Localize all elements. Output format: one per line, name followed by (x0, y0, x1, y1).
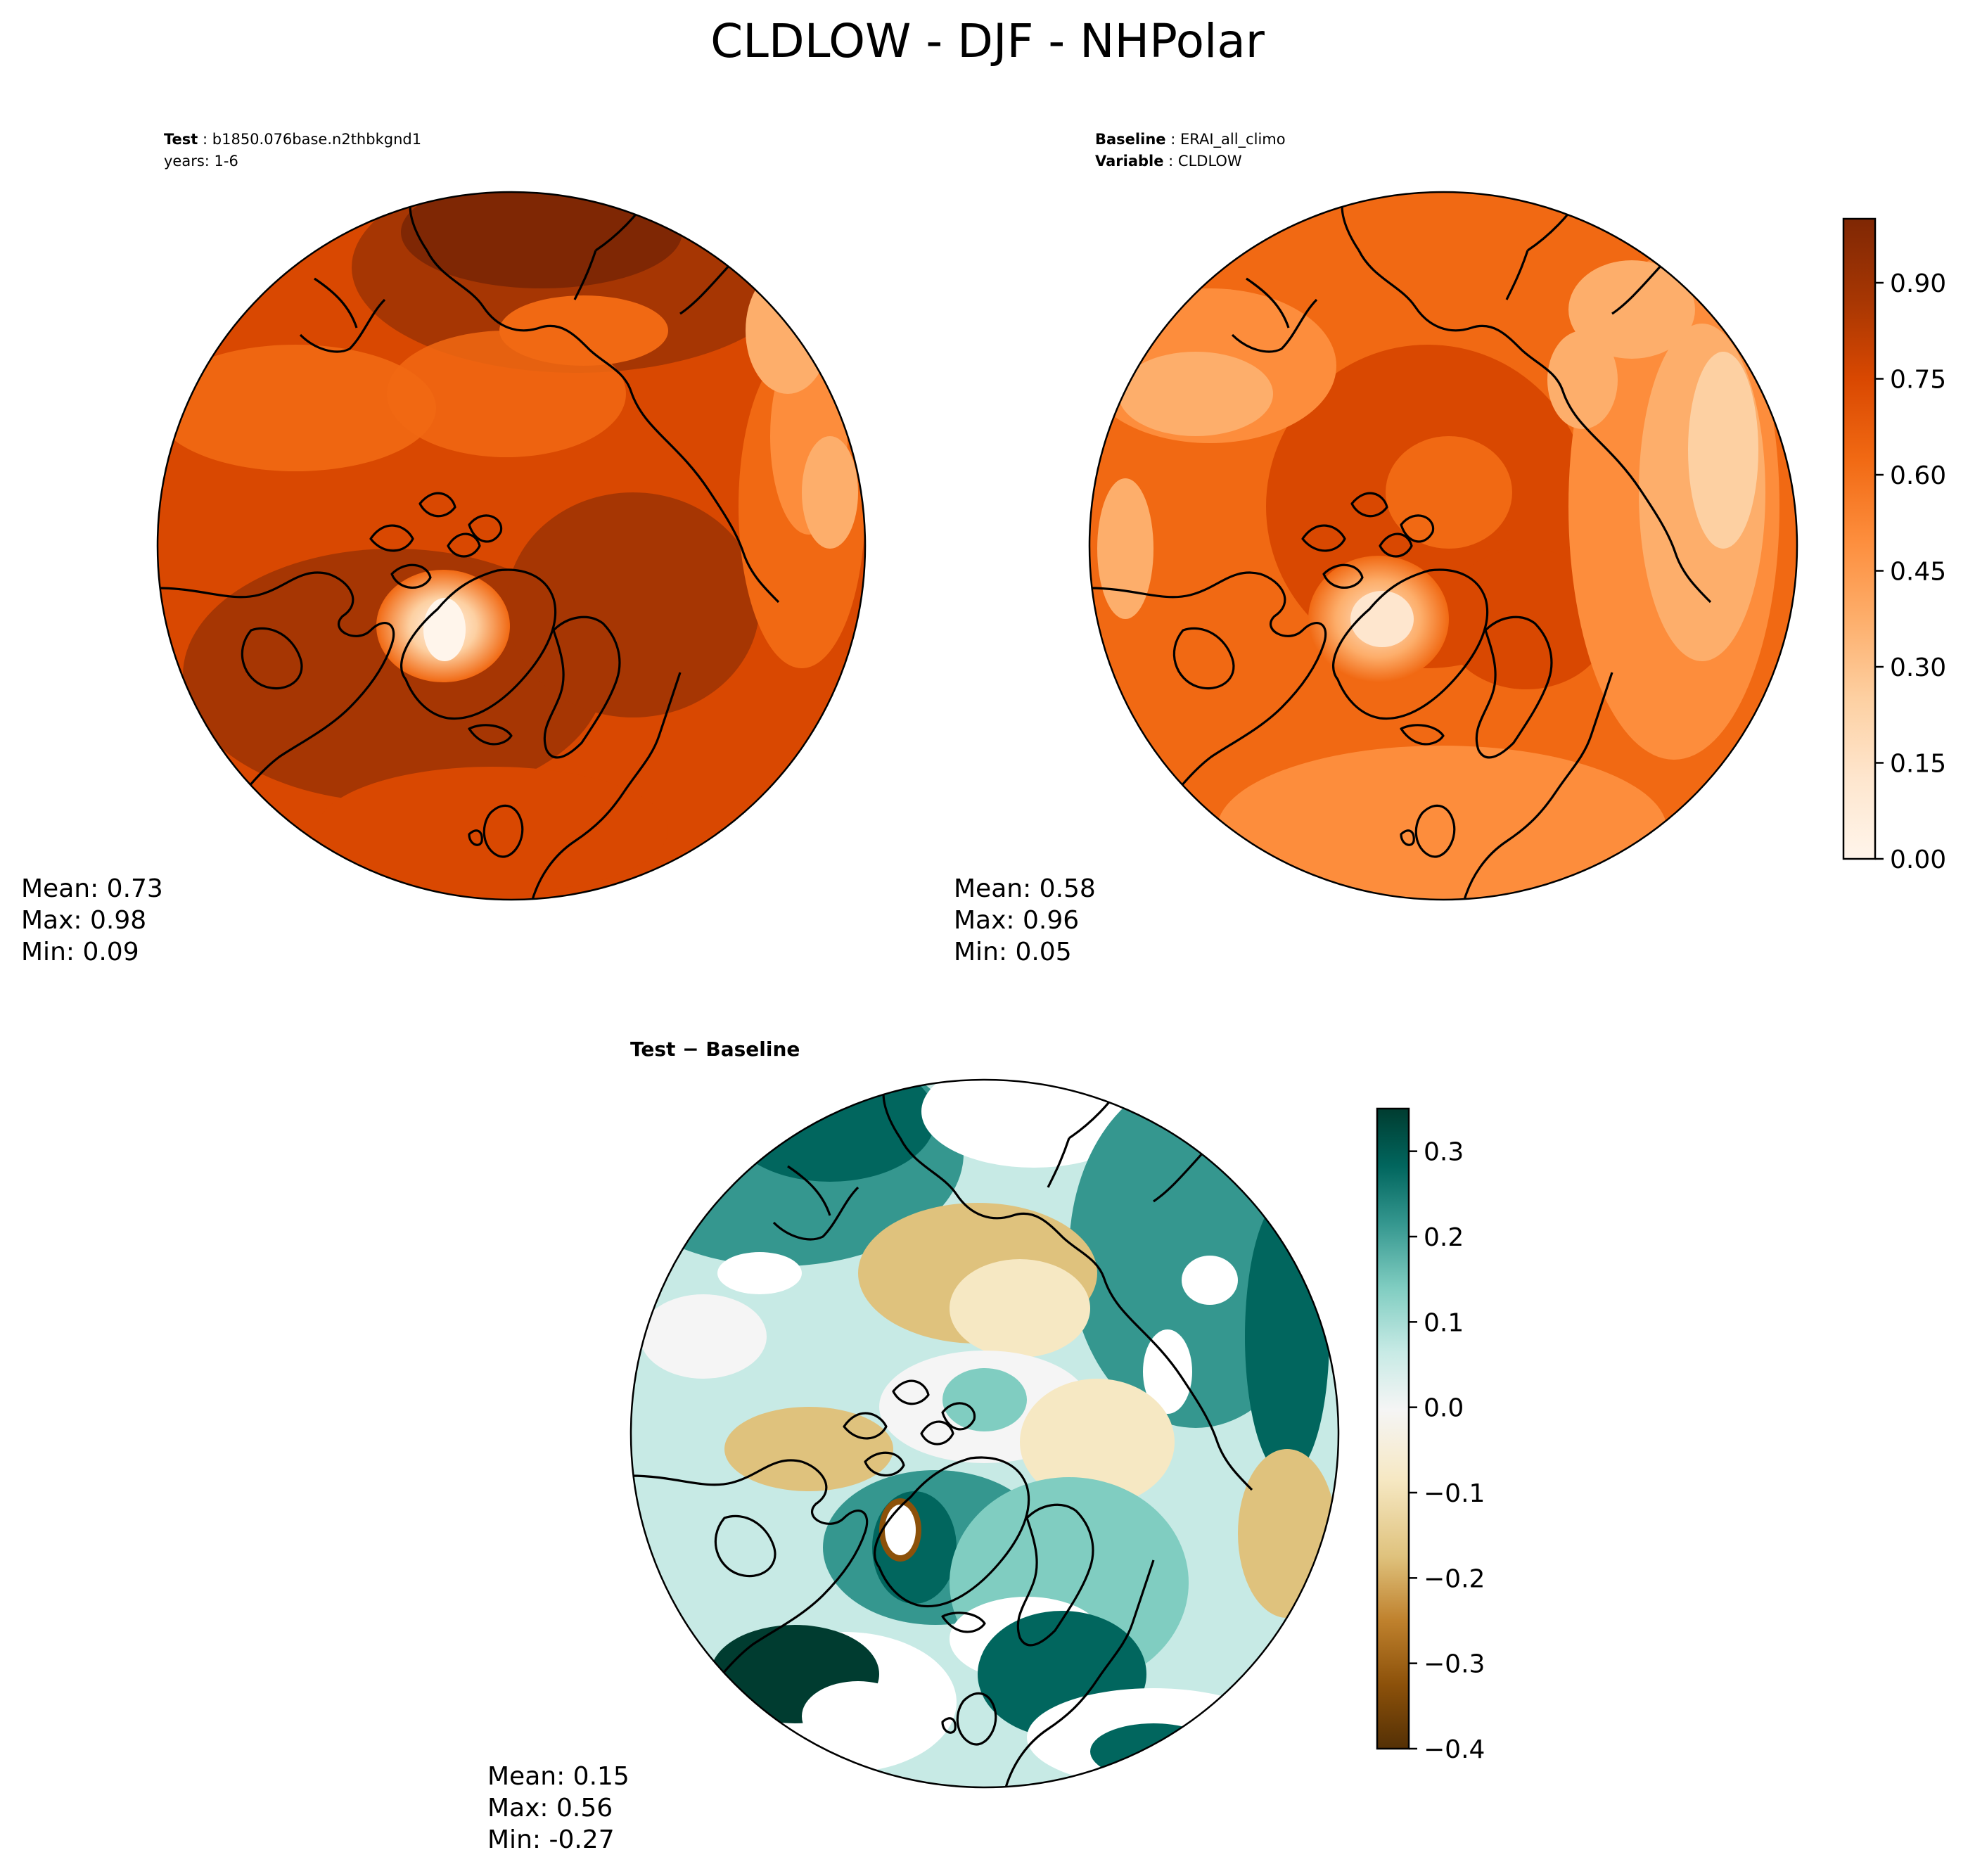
diff-colorbar: −0.4 −0.3 −0.2 −0.1 0.0 0.1 0.2 0.3 (1376, 1107, 1485, 1764)
test-min: Min: 0.09 (21, 938, 139, 966)
baseline-map (1089, 192, 1797, 900)
diff-label: Test − Baseline (630, 1038, 800, 1061)
main-colorbar-tick-label: 0.45 (1890, 558, 1946, 587)
diff-colorbar-bar (1376, 1107, 1410, 1750)
baseline-variable-value: CLDLOW (1178, 153, 1242, 170)
main-colorbar-tick-label: 0.30 (1890, 653, 1946, 682)
main-colorbar-tick-label: 0.90 (1890, 269, 1946, 298)
diff-colorbar-tick-label: −0.2 (1424, 1564, 1485, 1593)
test-mean: Mean: 0.73 (21, 874, 163, 903)
diff-colorbar-ticks: −0.4 −0.3 −0.2 −0.1 0.0 0.1 0.2 0.3 (1409, 1138, 1485, 1764)
diff-colorbar-tick-label: 0.1 (1424, 1308, 1464, 1337)
baseline-label: Baseline : ERAI_all_climo (1095, 131, 1286, 148)
test-map (158, 192, 865, 900)
baseline-variable-key: Variable (1095, 153, 1163, 170)
diff-mean: Mean: 0.15 (487, 1762, 629, 1791)
main-colorbar-tick-label: 0.75 (1890, 366, 1946, 395)
diff-colorbar-tick-label: 0.0 (1424, 1394, 1464, 1423)
main-colorbar-tick-label: 0.60 (1890, 461, 1946, 490)
test-max: Max: 0.98 (21, 906, 146, 935)
baseline-label-value: ERAI_all_climo (1180, 131, 1286, 148)
test-label: Test : b1850.076base.n2thbkgnd1 (164, 131, 421, 148)
test-label-value: b1850.076base.n2thbkgnd1 (212, 131, 421, 148)
test-panel: Test : b1850.076base.n2thbkgnd1 years: 1… (21, 131, 867, 966)
baseline-min: Min: 0.05 (954, 938, 1072, 966)
main-colorbar-tick-label: 0.00 (1890, 846, 1946, 874)
diff-colorbar-tick-label: 0.2 (1424, 1223, 1464, 1252)
main-colorbar-ticks: 0.00 0.15 0.30 0.45 0.60 0.75 0.90 (1875, 269, 1946, 874)
diff-panel: Test − Baseline (487, 1038, 1340, 1854)
main-colorbar-bar (1842, 217, 1877, 860)
diff-colorbar-tick-label: −0.3 (1424, 1650, 1485, 1679)
test-years: years: 1-6 (164, 153, 238, 170)
figure-title: CLDLOW - DJF - NHPolar (710, 14, 1265, 68)
main-colorbar: 0.00 0.15 0.30 0.45 0.60 0.75 0.90 (1842, 217, 1946, 874)
test-label-key: Test (164, 131, 198, 148)
baseline-variable: Variable : CLDLOW (1095, 153, 1242, 170)
diff-colorbar-tick-label: 0.3 (1424, 1138, 1464, 1167)
diff-colorbar-tick-label: −0.4 (1424, 1735, 1485, 1764)
diff-max: Max: 0.56 (487, 1794, 613, 1823)
diff-map (631, 1080, 1338, 1787)
baseline-label-key: Baseline (1095, 131, 1166, 148)
main-colorbar-tick-label: 0.15 (1890, 750, 1946, 779)
diff-min: Min: -0.27 (487, 1825, 615, 1854)
baseline-panel: Baseline : ERAI_all_climo Variable : CLD… (954, 131, 1798, 966)
baseline-mean: Mean: 0.58 (954, 874, 1096, 903)
baseline-max: Max: 0.96 (954, 906, 1079, 935)
diff-colorbar-tick-label: −0.1 (1424, 1479, 1485, 1508)
